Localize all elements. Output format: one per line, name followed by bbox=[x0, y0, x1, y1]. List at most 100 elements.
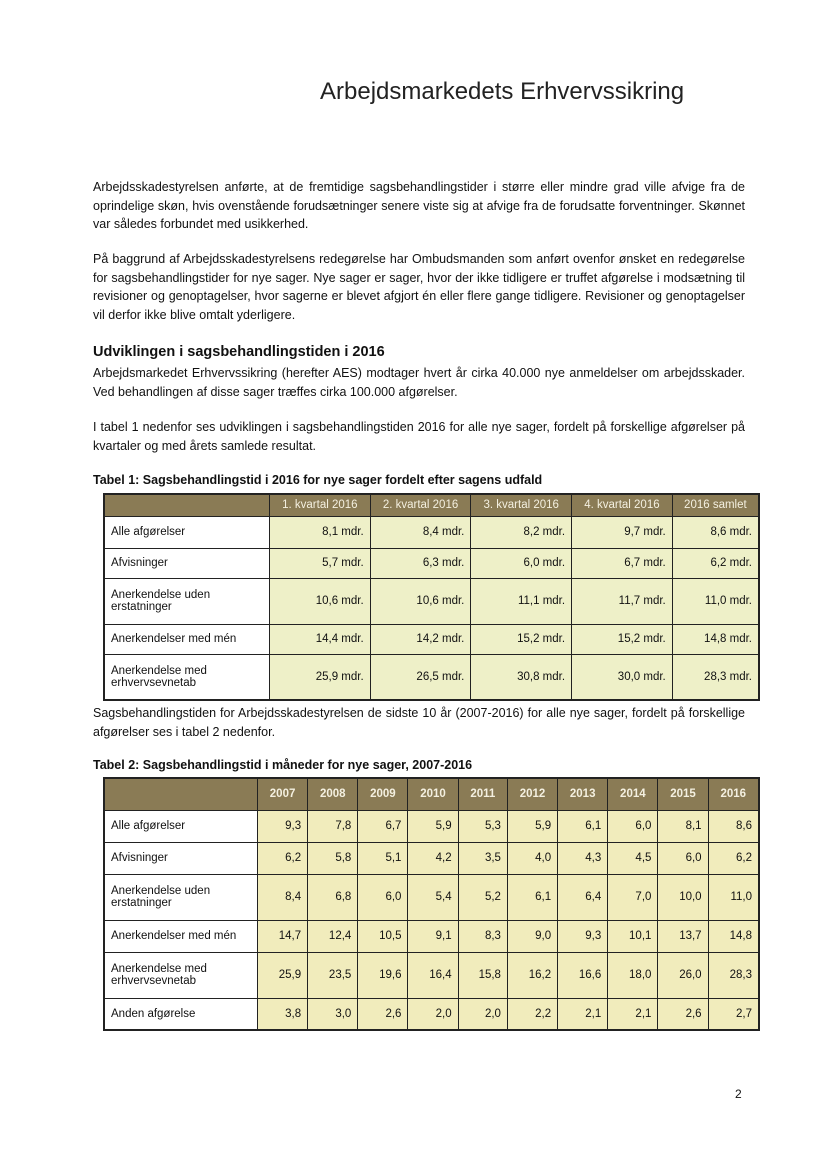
header-title: Arbejdsmarkedets Erhvervssikring bbox=[320, 78, 685, 105]
value-cell: 16,2 bbox=[506, 951, 559, 999]
value-cell: 2,1 bbox=[607, 997, 659, 1031]
value-cell: 2,0 bbox=[457, 997, 508, 1031]
paragraph: På baggrund af Arbejdsskadestyrelsens re… bbox=[93, 252, 745, 322]
value-cell: 8,4 bbox=[256, 873, 309, 921]
value-cell: 11,0 bbox=[707, 873, 760, 921]
value-cell: 11,7 mdr. bbox=[571, 577, 673, 625]
value-cell: 16,4 bbox=[407, 951, 459, 999]
table-row: Anerkendelser med mén 14,4 mdr. 14,2 mdr. 1… bbox=[103, 623, 760, 655]
table-row: Afvisninger 5,7 mdr. 6,3 mdr. 6,0 mdr. 6,7 m… bbox=[103, 547, 760, 579]
value-cell: 3,0 bbox=[307, 997, 359, 1031]
value-cell: 6,1 bbox=[506, 873, 559, 921]
value-cell: 16,6 bbox=[557, 951, 609, 999]
value-cell: 6,2 mdr. bbox=[671, 547, 760, 579]
header-cell bbox=[103, 493, 270, 517]
value-cell: 8,1 bbox=[657, 809, 709, 843]
value-cell: 8,2 mdr. bbox=[470, 515, 573, 549]
value-cell: 14,7 bbox=[256, 919, 309, 953]
table-row: Afvisninger 6,2 5,8 5,1 4,2 3,5 4,0 4,3 4,5 6,0 6,… bbox=[103, 841, 760, 875]
header-cell: 2013 bbox=[557, 777, 609, 811]
value-cell: 6,7 bbox=[357, 809, 409, 843]
header-row: 2007 2008 2009 2010 2011 2012 2013 2014 2015 2016 bbox=[103, 777, 760, 811]
value-cell: 4,2 bbox=[407, 841, 459, 875]
row-label: Anerkendelser med mén bbox=[103, 919, 258, 953]
table-row: Anden afgørelse 3,8 3,0 2,6 2,0 2,0 2,2 2,1 2,1 2… bbox=[103, 997, 760, 1031]
value-cell: 15,8 bbox=[457, 951, 508, 999]
value-cell: 9,7 mdr. bbox=[571, 515, 673, 549]
table-row: Anerkendelse uden erstatninger 8,4 6,8 6,0 5… bbox=[103, 873, 760, 921]
header-cell bbox=[103, 777, 258, 811]
value-cell: 11,0 mdr. bbox=[671, 577, 760, 625]
value-cell: 8,6 mdr. bbox=[671, 515, 760, 549]
value-cell: 9,0 bbox=[506, 919, 559, 953]
value-cell: 9,3 bbox=[557, 919, 609, 953]
paragraph: Arbejdsmarkedet Erhvervssikring (herefte… bbox=[93, 366, 745, 399]
value-cell: 2,6 bbox=[657, 997, 709, 1031]
value-cell: 26,5 mdr. bbox=[369, 653, 472, 701]
header-cell: 2011 bbox=[457, 777, 508, 811]
value-cell: 10,0 bbox=[657, 873, 709, 921]
value-cell: 4,0 bbox=[506, 841, 559, 875]
header-cell: 2009 bbox=[357, 777, 409, 811]
row-label: Alle afgørelser bbox=[103, 809, 258, 843]
value-cell: 6,2 bbox=[256, 841, 309, 875]
header-cell: 2014 bbox=[607, 777, 659, 811]
value-cell: 26,0 bbox=[657, 951, 709, 999]
value-cell: 25,9 mdr. bbox=[269, 653, 371, 701]
value-cell: 2,2 bbox=[506, 997, 559, 1031]
value-cell: 5,7 mdr. bbox=[269, 547, 371, 579]
value-cell: 3,8 bbox=[256, 997, 309, 1031]
header-cell: 3. kvartal 2016 bbox=[470, 493, 573, 517]
table-caption: Tabel 1: Sagsbehandlingstid i 2016 for n… bbox=[93, 473, 543, 487]
table-row: Anerkendelse uden erstatninger 10,6 mdr. 1… bbox=[103, 577, 760, 625]
value-cell: 6,0 bbox=[657, 841, 709, 875]
header-cell: 2016 samlet bbox=[671, 493, 760, 517]
header-cell: 2012 bbox=[506, 777, 559, 811]
row-label: Anerkendelse uden erstatninger bbox=[103, 873, 258, 921]
table: 2007 2008 2009 2010 2011 2012 2013 2014 2015 2016… bbox=[103, 777, 760, 1031]
value-cell: 8,3 bbox=[457, 919, 508, 953]
value-cell: 3,5 bbox=[457, 841, 508, 875]
value-cell: 5,9 bbox=[407, 809, 459, 843]
value-cell: 6,3 mdr. bbox=[369, 547, 472, 579]
header-cell: 2008 bbox=[307, 777, 359, 811]
header-cell: 4. kvartal 2016 bbox=[571, 493, 673, 517]
value-cell: 2,7 bbox=[707, 997, 760, 1031]
value-cell: 5,2 bbox=[457, 873, 508, 921]
table: 1. kvartal 2016 2. kvartal 2016 3. kvartal… bbox=[103, 493, 760, 701]
table-row: Alle afgørelser 9,3 7,8 6,7 5,9 5,3 5,9 6,1 6,0 8… bbox=[103, 809, 760, 843]
header-cell: 2010 bbox=[407, 777, 459, 811]
value-cell: 2,0 bbox=[407, 997, 459, 1031]
value-cell: 7,8 bbox=[307, 809, 359, 843]
value-cell: 10,5 bbox=[357, 919, 409, 953]
row-label: Afvisninger bbox=[103, 841, 258, 875]
row-label: Anerkendelse med erhvervsevnetab bbox=[103, 951, 258, 999]
value-cell: 2,6 bbox=[357, 997, 409, 1031]
value-cell: 15,2 mdr. bbox=[571, 623, 673, 655]
table-row: Anerkendelser med mén 14,7 12,4 10,5 9,1 8,3 9… bbox=[103, 919, 760, 953]
value-cell: 5,1 bbox=[357, 841, 409, 875]
row-label: Anden afgørelse bbox=[103, 997, 258, 1031]
header-row: 1. kvartal 2016 2. kvartal 2016 3. kvartal… bbox=[103, 493, 760, 517]
value-cell: 28,3 mdr. bbox=[671, 653, 760, 701]
section-heading: Udviklingen i sagsbehandlingstiden i 201… bbox=[93, 344, 385, 360]
value-cell: 13,7 bbox=[657, 919, 709, 953]
value-cell: 5,4 bbox=[407, 873, 459, 921]
value-cell: 14,2 mdr. bbox=[369, 623, 472, 655]
value-cell: 25,9 bbox=[256, 951, 309, 999]
table-row: Alle afgørelser 8,1 mdr. 8,4 mdr. 8,2 mdr. 9… bbox=[103, 515, 760, 549]
value-cell: 30,8 mdr. bbox=[470, 653, 573, 701]
value-cell: 6,0 mdr. bbox=[470, 547, 573, 579]
header-cell: 2016 bbox=[707, 777, 760, 811]
value-cell: 8,4 mdr. bbox=[369, 515, 472, 549]
row-label: Anerkendelser med mén bbox=[103, 623, 270, 655]
value-cell: 12,4 bbox=[307, 919, 359, 953]
value-cell: 6,0 bbox=[357, 873, 409, 921]
table-caption: Tabel 2: Sagsbehandlingstid i måneder fo… bbox=[93, 758, 473, 772]
value-cell: 10,1 bbox=[607, 919, 659, 953]
table-row: Anerkendelse med erhvervsevnetab 25,9 mdr… bbox=[103, 653, 760, 701]
value-cell: 11,1 mdr. bbox=[470, 577, 573, 625]
row-label: Afvisninger bbox=[103, 547, 270, 579]
value-cell: 14,4 mdr. bbox=[269, 623, 371, 655]
value-cell: 5,9 bbox=[506, 809, 559, 843]
